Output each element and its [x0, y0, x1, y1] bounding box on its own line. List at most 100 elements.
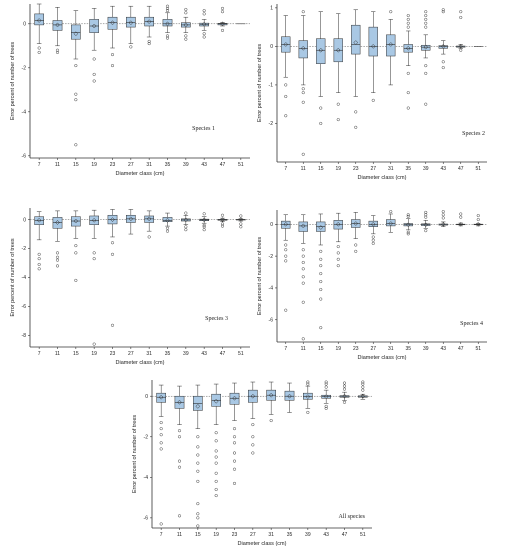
box-15 — [316, 213, 326, 330]
outlier-point — [342, 400, 347, 404]
box-mean-marker — [213, 398, 219, 404]
outlier-point — [389, 210, 393, 214]
outlier-point — [476, 214, 480, 218]
outlier-point — [74, 143, 78, 147]
outlier-point — [184, 225, 188, 229]
box-iqr — [368, 26, 378, 57]
box-43 — [321, 380, 331, 410]
outlier-point — [406, 25, 410, 29]
outlier-point — [177, 514, 182, 518]
box-iqr — [281, 220, 291, 229]
box-11 — [298, 214, 308, 341]
outlier-point — [476, 218, 480, 222]
x-tick-label: 7 — [160, 532, 163, 538]
outlier-point — [55, 264, 60, 268]
x-tick-label: 35 — [405, 346, 411, 352]
box-47 — [217, 213, 228, 228]
outlier-point — [196, 516, 200, 520]
x-tick-label: 23 — [110, 162, 116, 168]
outlier-point — [214, 471, 218, 475]
box-47 — [217, 6, 228, 32]
outlier-point — [37, 252, 41, 256]
outlier-point — [196, 445, 200, 449]
x-tick-label: 39 — [183, 351, 189, 357]
x-tick-label: 23 — [110, 351, 116, 357]
outlier-point — [306, 380, 310, 384]
outlier-point — [214, 479, 218, 483]
x-tick-label: 51 — [238, 351, 244, 357]
x-tick-label: 35 — [165, 162, 171, 168]
outlier-point — [110, 323, 115, 327]
box-27 — [126, 5, 136, 49]
box-mean-marker — [128, 20, 134, 26]
x-axis-title: Diameter class (cm) — [358, 175, 407, 181]
box-mean-marker — [388, 42, 394, 47]
x-tick-label: 43 — [440, 346, 446, 352]
outlier-point — [165, 9, 170, 13]
box-mean-marker — [110, 20, 115, 26]
outlier-point — [342, 381, 347, 385]
y-tick-label: -1 — [269, 83, 274, 89]
x-tick-label: 35 — [405, 166, 411, 172]
box-iqr — [351, 24, 361, 55]
outlier-point — [336, 118, 340, 122]
box-47 — [339, 381, 350, 404]
box-7 — [281, 15, 291, 118]
outlier-point — [284, 254, 288, 258]
x-tick-label: 27 — [250, 532, 256, 538]
outlier-point — [306, 382, 310, 386]
x-tick-label: 31 — [388, 346, 394, 352]
outlier-point — [74, 64, 78, 68]
outlier-point — [319, 257, 323, 261]
outlier-point — [184, 34, 188, 38]
outlier-point — [371, 238, 375, 242]
box-iqr — [126, 16, 136, 28]
box-iqr — [144, 215, 154, 223]
y-tick-label: -8 — [22, 333, 27, 339]
outlier-point — [165, 4, 170, 8]
outlier-point — [319, 106, 323, 110]
outlier-point — [441, 216, 445, 220]
chart-svg-species-4: -6 -4 -2 0 7 11 15 19 23 27 31 35 39 43 47 51 Diameter c… — [257, 210, 487, 361]
outlier-point — [165, 226, 170, 230]
box-iqr — [386, 219, 396, 227]
outlier-point — [232, 451, 237, 455]
outlier-point — [74, 98, 78, 102]
box-15 — [71, 210, 81, 282]
outlier-point — [251, 423, 255, 427]
outlier-point — [336, 245, 340, 249]
x-tick-label: 11 — [301, 346, 306, 352]
box-mean-marker — [91, 23, 97, 29]
outlier-point — [406, 230, 410, 234]
y-axis-title: Error percent of number of trees — [132, 415, 138, 494]
box-23 — [229, 382, 240, 485]
box-mean-marker — [335, 47, 341, 53]
outlier-point — [220, 224, 225, 228]
box-39 — [421, 210, 431, 233]
y-tick-label: 0 — [23, 217, 26, 223]
outlier-point — [184, 7, 188, 12]
outlier-point — [129, 45, 133, 49]
box-19 — [89, 209, 100, 346]
box-19 — [333, 212, 343, 268]
x-tick-label: 7 — [38, 162, 41, 168]
box-mean-marker — [475, 221, 481, 227]
box-mean-marker — [300, 45, 306, 51]
box-mean-marker — [220, 21, 225, 27]
outlier-point — [319, 272, 323, 276]
x-tick-label: 43 — [440, 166, 446, 172]
outlier-point — [165, 34, 170, 38]
outlier-point — [301, 337, 305, 341]
box-39 — [181, 7, 191, 41]
outlier-point — [92, 257, 96, 261]
box-15 — [193, 384, 203, 528]
outlier-point — [406, 17, 410, 21]
outlier-point — [165, 36, 170, 40]
outlier-point — [177, 459, 182, 463]
outlier-point — [424, 64, 428, 68]
box-7 — [281, 214, 291, 312]
x-tick-label: 39 — [183, 162, 189, 168]
x-tick-label: 19 — [335, 346, 341, 352]
x-axis-title: Diameter class (cm) — [116, 171, 165, 177]
outlier-point — [301, 267, 305, 271]
